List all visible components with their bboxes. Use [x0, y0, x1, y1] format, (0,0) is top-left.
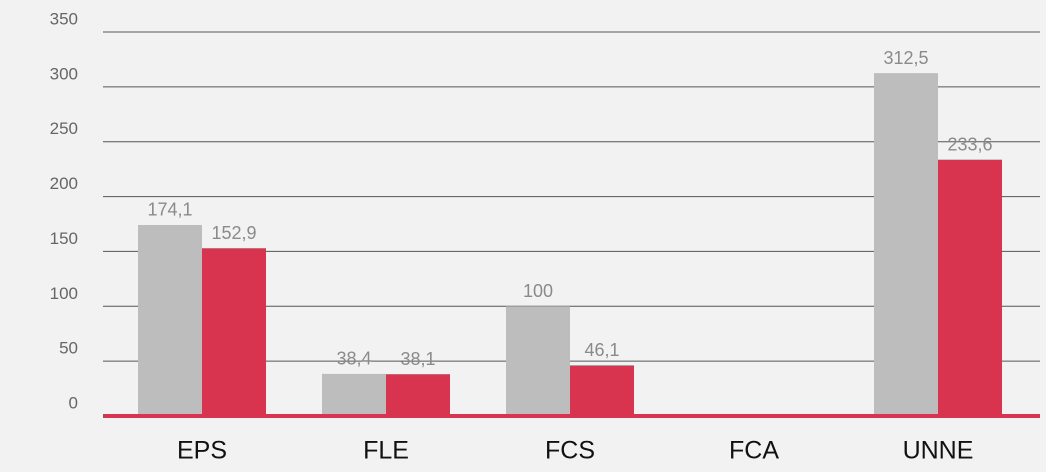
bar: [506, 306, 570, 416]
x-tick-label: UNNE: [903, 437, 974, 465]
value-label: 152,9: [211, 223, 256, 243]
bar: [138, 224, 202, 416]
value-label: 174,1: [147, 200, 192, 220]
bar: [570, 365, 634, 416]
y-tick-label: 350: [50, 9, 78, 28]
y-tick-label: 250: [50, 119, 78, 138]
y-tick-label: 200: [50, 174, 78, 193]
bar: [386, 374, 450, 416]
bar: [874, 73, 938, 417]
y-tick-label: 100: [50, 284, 78, 303]
value-label: 233,6: [947, 134, 992, 154]
x-tick-label: FLE: [363, 437, 409, 465]
y-tick-label: 300: [50, 64, 78, 83]
value-label: 38,4: [336, 349, 371, 369]
value-label: 312,5: [883, 48, 928, 68]
x-tick-label: FCA: [729, 437, 779, 465]
y-tick-label: 50: [59, 339, 78, 358]
y-tick-label: 150: [50, 229, 78, 248]
value-label: 46,1: [584, 340, 619, 360]
bar: [938, 159, 1002, 416]
bar: [322, 373, 386, 416]
value-label: 38,1: [400, 349, 435, 369]
x-tick-label: FCS: [545, 437, 595, 465]
y-tick-label: 0: [69, 393, 78, 412]
value-label: 100: [523, 281, 553, 301]
bar: [202, 248, 266, 416]
x-tick-label: EPS: [177, 437, 227, 465]
